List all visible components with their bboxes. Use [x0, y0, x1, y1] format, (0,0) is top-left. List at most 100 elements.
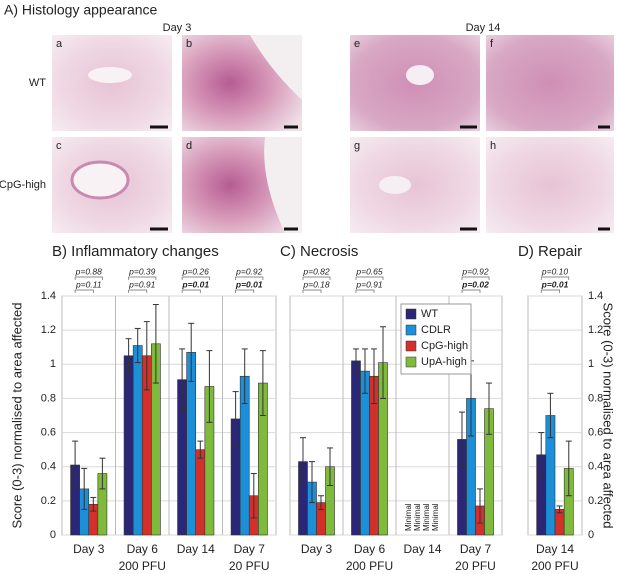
p-bracket — [74, 289, 94, 293]
p-bracket — [540, 289, 560, 293]
panel-letter: e — [354, 38, 360, 50]
legend-swatch — [405, 308, 417, 320]
section-title: A) Histology appearance — [4, 2, 158, 18]
error-bar — [259, 350, 266, 416]
y-tick-label: 0.4 — [588, 461, 603, 473]
chart-title: D) Repair — [518, 243, 582, 260]
micrograph — [350, 137, 480, 233]
legend-label: CpG-high — [421, 340, 468, 352]
p-bracket — [302, 289, 322, 293]
p-bracket — [461, 276, 490, 280]
x-tick-label: Day 6 — [127, 542, 159, 556]
error-bar — [125, 338, 132, 374]
p-value: p=0.02 — [461, 279, 489, 289]
error-bar — [250, 473, 257, 519]
day-label: Day 14 — [466, 22, 501, 34]
error-bar — [134, 327, 141, 364]
histology-images — [52, 35, 614, 233]
bar — [195, 449, 206, 536]
error-bar — [90, 496, 97, 512]
micrograph — [52, 35, 172, 131]
y-tick-label: 0.8 — [41, 392, 56, 404]
lumen — [250, 35, 302, 100]
airway — [379, 176, 411, 194]
value-label: Minimal — [422, 503, 431, 531]
error-bar — [143, 321, 150, 391]
legend-swatch — [405, 356, 417, 368]
y-tick-label: 0.2 — [41, 495, 56, 507]
panel-letter: f — [490, 38, 494, 50]
micrograph — [486, 35, 614, 131]
error-bar — [197, 440, 204, 459]
p-bracket — [181, 289, 201, 293]
error-bar — [486, 382, 493, 435]
p-value: p=0.88 — [75, 266, 103, 276]
y-tick-label: 1 — [588, 358, 594, 370]
bar — [132, 345, 143, 536]
p-value: p=0.01 — [541, 279, 569, 289]
dose-label: 200 PFU — [531, 559, 578, 573]
x-tick-label: Day 14 — [536, 542, 574, 556]
error-bar — [179, 348, 186, 411]
x-tick-label: Day 14 — [177, 542, 215, 556]
micrograph — [486, 137, 614, 233]
error-bar — [458, 411, 465, 468]
error-bar — [352, 348, 359, 374]
p-value: p=0.18 — [302, 279, 330, 289]
error-bar — [538, 432, 545, 478]
error-bar — [318, 495, 325, 510]
legend-swatch — [405, 324, 417, 336]
y-tick-label: 0.6 — [41, 426, 56, 438]
p-value: p=0.01 — [235, 279, 263, 289]
panel-letter: h — [490, 140, 496, 152]
legend-label: WT — [421, 308, 438, 320]
y-tick-label: 0.2 — [588, 495, 603, 507]
row-label: WT — [29, 77, 46, 89]
value-label: Minimal — [404, 503, 413, 531]
p-value: p=0.92 — [461, 266, 489, 276]
x-tick-label: Day 3 — [301, 542, 333, 556]
p-bracket — [128, 289, 148, 293]
x-tick-label: Day 14 — [403, 542, 441, 556]
lumen — [264, 137, 302, 233]
panel-letter: g — [354, 140, 360, 152]
panel-letter: a — [56, 38, 63, 50]
airway — [88, 67, 132, 83]
p-value: p=0.82 — [302, 266, 330, 276]
panel-letter: c — [56, 140, 62, 152]
dose-label: 20 PFU — [229, 559, 270, 573]
p-value: p=0.01 — [181, 279, 209, 289]
p-value: p=0.39 — [128, 266, 156, 276]
error-bar — [299, 437, 306, 486]
x-tick-label: Day 3 — [73, 542, 105, 556]
y-tick-label: 0 — [588, 529, 594, 541]
chart-title: C) Necrosis — [280, 243, 358, 260]
legend-label: CDLR — [421, 324, 451, 336]
chart-title: B) Inflammatory changes — [52, 243, 219, 260]
p-value: p=0.91 — [355, 279, 383, 289]
p-value: p=0.11 — [75, 279, 102, 289]
p-bracket — [235, 276, 264, 280]
panel-letter: d — [186, 140, 192, 152]
p-bracket — [355, 276, 384, 280]
y-tick-label: 1.2 — [41, 324, 56, 336]
airway — [70, 160, 130, 200]
error-bar — [206, 350, 213, 423]
error-bar — [565, 440, 572, 497]
dose-label: 200 PFU — [346, 559, 393, 573]
dose-label: 20 PFU — [455, 559, 496, 573]
p-bracket — [540, 276, 570, 280]
legend-swatch — [405, 340, 417, 352]
error-bar — [81, 467, 88, 510]
y-tick-label: 1.4 — [588, 290, 603, 302]
bar — [351, 360, 361, 536]
y-tick-label: 1.2 — [588, 324, 603, 336]
value-label: Minimal — [413, 503, 422, 531]
x-tick-label: Day 6 — [354, 542, 386, 556]
panel-letter: b — [186, 38, 192, 50]
p-bracket — [461, 289, 481, 293]
legend-label: UpA-high — [421, 356, 467, 368]
p-bracket — [355, 289, 375, 293]
error-bar — [556, 505, 563, 514]
